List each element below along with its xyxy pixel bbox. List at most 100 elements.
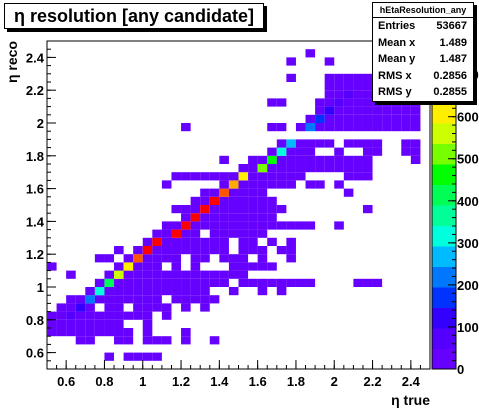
heatmap-cell bbox=[343, 164, 354, 173]
x-tick-label: 0.6 bbox=[57, 374, 75, 389]
heatmap-cell bbox=[401, 106, 411, 115]
heatmap-cell bbox=[181, 205, 191, 214]
heatmap-cell bbox=[94, 319, 105, 328]
heatmap-cell bbox=[171, 229, 182, 238]
heatmap-cell bbox=[324, 98, 335, 107]
heatmap-cell bbox=[372, 278, 383, 287]
heatmap-cell bbox=[276, 123, 287, 132]
x-tick-label: 1.2 bbox=[172, 374, 190, 389]
heatmap-cell bbox=[75, 311, 86, 320]
heatmap-cell bbox=[142, 328, 153, 337]
heatmap-cell bbox=[133, 352, 143, 361]
heatmap-cell bbox=[200, 295, 210, 304]
heatmap-cell bbox=[219, 229, 229, 238]
heatmap-cell bbox=[238, 254, 249, 263]
heatmap-cell bbox=[305, 139, 316, 148]
heatmap-cell bbox=[276, 205, 287, 214]
y-tick-label: 1.2 bbox=[26, 247, 44, 262]
heatmap-cell bbox=[257, 196, 268, 205]
heatmap-cell bbox=[114, 311, 124, 320]
heatmap-cell bbox=[276, 139, 287, 148]
heatmap-cell bbox=[248, 180, 258, 189]
heatmap-cell bbox=[257, 164, 268, 173]
heatmap-cell bbox=[114, 262, 124, 271]
heatmap-cell bbox=[343, 139, 354, 148]
heatmap-cell bbox=[315, 123, 325, 132]
heatmap-cell bbox=[238, 205, 249, 214]
heatmap-cell bbox=[190, 295, 201, 304]
heatmap-cell bbox=[123, 328, 134, 337]
heatmap-cell bbox=[85, 336, 95, 345]
heatmap-cell bbox=[142, 237, 153, 246]
heatmap-cell bbox=[257, 229, 268, 238]
heatmap-cell bbox=[324, 90, 335, 99]
heatmap-cell bbox=[401, 123, 411, 132]
heatmap-cell bbox=[324, 106, 335, 115]
heatmap-cell bbox=[123, 262, 134, 271]
heatmap-cell bbox=[181, 278, 191, 287]
heatmap-cell bbox=[410, 139, 421, 148]
heatmap-cell bbox=[209, 196, 220, 205]
heatmap-cell bbox=[362, 172, 373, 181]
heatmap-cell bbox=[171, 221, 182, 230]
heatmap-cell bbox=[267, 155, 277, 164]
heatmap-cells bbox=[47, 49, 421, 361]
heatmap-cell bbox=[353, 278, 363, 287]
heatmap-cell bbox=[305, 278, 316, 287]
heatmap-cell bbox=[171, 287, 182, 296]
heatmap-cell bbox=[315, 106, 325, 115]
heatmap-cell bbox=[248, 262, 258, 271]
z-tick-label: 500 bbox=[457, 152, 479, 167]
heatmap-cell bbox=[133, 287, 143, 296]
heatmap-cell bbox=[56, 303, 67, 312]
heatmap-cell bbox=[94, 287, 105, 296]
heatmap-cell bbox=[190, 262, 201, 271]
heatmap-cell bbox=[334, 123, 344, 132]
heatmap-cell bbox=[66, 311, 76, 320]
heatmap-cell bbox=[142, 295, 153, 304]
heatmap-cell bbox=[286, 57, 296, 66]
heatmap-cell bbox=[238, 221, 249, 230]
heatmap-cell bbox=[133, 246, 143, 255]
heatmap-cell bbox=[200, 254, 210, 263]
heatmap-cell bbox=[190, 270, 201, 279]
heatmap-cell bbox=[362, 98, 373, 107]
heatmap-cell bbox=[219, 172, 229, 181]
color-scale-segment bbox=[432, 123, 456, 144]
heatmap-cell bbox=[152, 246, 162, 255]
heatmap-cell bbox=[334, 164, 344, 173]
heatmap-cell bbox=[401, 114, 411, 123]
heatmap-cell bbox=[142, 311, 153, 320]
stats-value: 53667 bbox=[436, 20, 467, 32]
heatmap-cell bbox=[334, 147, 344, 156]
heatmap-cell bbox=[209, 229, 220, 238]
heatmap-cell bbox=[382, 98, 392, 107]
stats-box: hEtaResolution_any Entries 53667 Mean x … bbox=[372, 2, 474, 102]
heatmap-cell bbox=[142, 319, 153, 328]
color-scale-segment bbox=[432, 328, 456, 349]
heatmap-cell bbox=[286, 147, 296, 156]
heatmap-cell bbox=[133, 254, 143, 263]
stats-label: Mean x bbox=[378, 36, 416, 49]
heatmap-cell bbox=[161, 336, 172, 345]
heatmap-cell bbox=[75, 295, 86, 304]
heatmap-cell bbox=[66, 328, 76, 337]
heatmap-cell bbox=[114, 278, 124, 287]
heatmap-cell bbox=[382, 123, 392, 132]
heatmap-cell bbox=[228, 180, 239, 189]
heatmap-cell bbox=[372, 98, 383, 107]
z-tick-label: 0 bbox=[457, 362, 464, 377]
heatmap-cell bbox=[248, 278, 258, 287]
heatmap-cell bbox=[94, 254, 105, 263]
heatmap-cell bbox=[362, 114, 373, 123]
heatmap-cell bbox=[171, 295, 182, 304]
heatmap-cell bbox=[248, 213, 258, 222]
heatmap-cell bbox=[161, 287, 172, 296]
heatmap-cell bbox=[315, 139, 325, 148]
heatmap-cell bbox=[286, 172, 296, 181]
heatmap-cell bbox=[181, 237, 191, 246]
stats-label: Entries bbox=[378, 20, 416, 32]
heatmap-cell bbox=[257, 246, 268, 255]
heatmap-cell bbox=[85, 287, 95, 296]
y-tick-label: 1.4 bbox=[26, 214, 45, 229]
